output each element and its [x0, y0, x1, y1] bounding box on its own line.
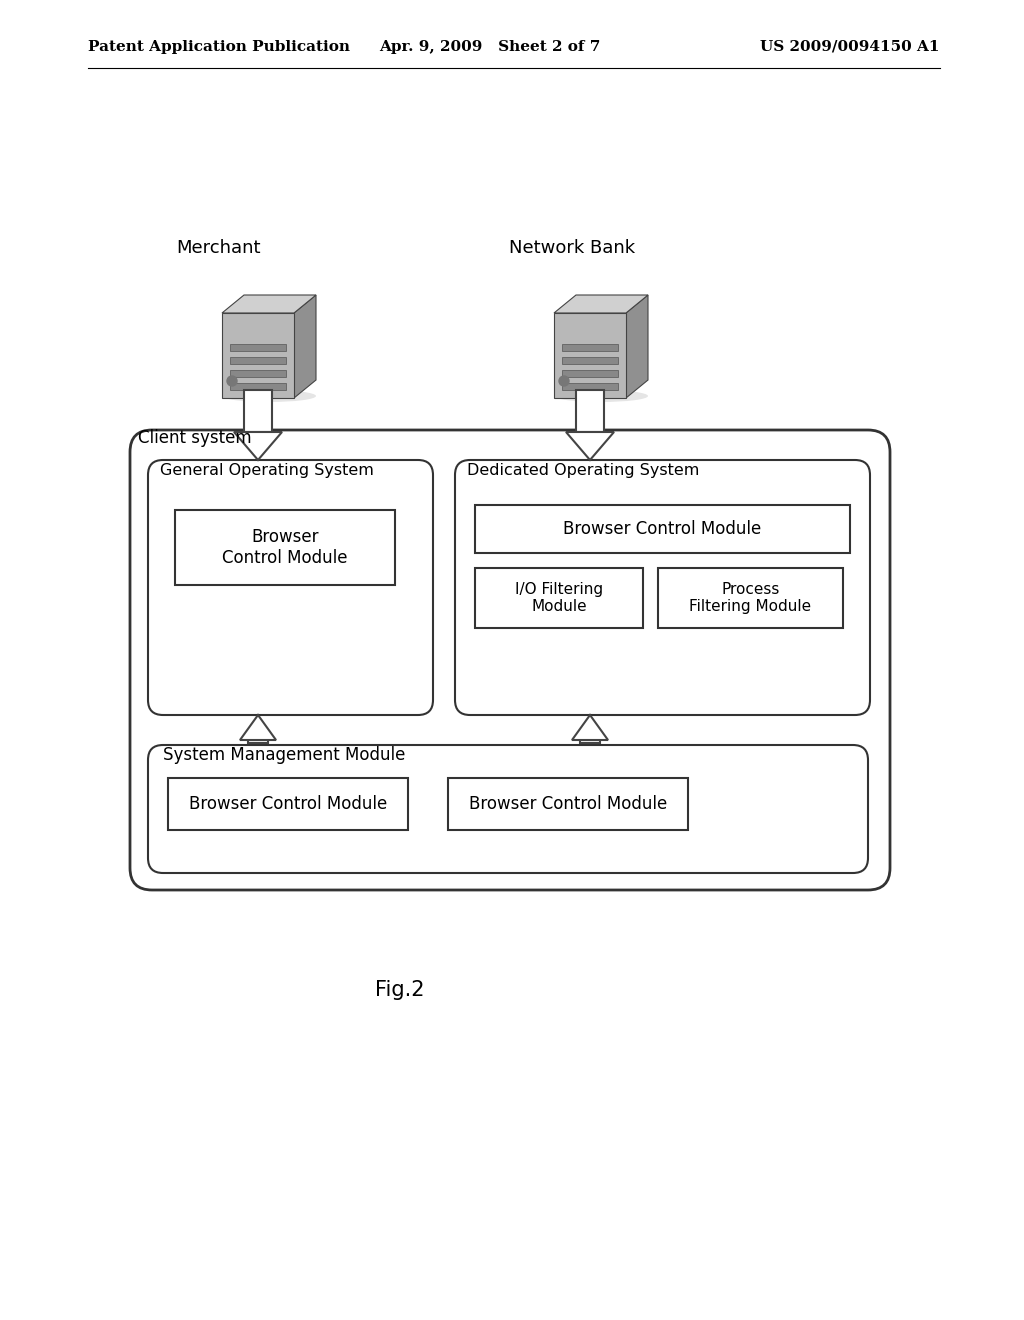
Text: Browser Control Module: Browser Control Module [188, 795, 387, 813]
Text: Dedicated Operating System: Dedicated Operating System [467, 462, 699, 478]
Polygon shape [626, 294, 648, 399]
Text: Merchant: Merchant [176, 239, 260, 257]
Text: I/O Filtering
Module: I/O Filtering Module [515, 582, 603, 614]
Bar [175, 510, 395, 585]
Polygon shape [240, 715, 276, 741]
Bar [449, 777, 688, 830]
Bar [562, 345, 618, 351]
Polygon shape [554, 294, 648, 313]
Bar [475, 568, 643, 628]
Text: Browser
Control Module: Browser Control Module [222, 528, 348, 566]
Bar [475, 506, 850, 553]
FancyBboxPatch shape [148, 744, 868, 873]
Polygon shape [294, 294, 316, 399]
Circle shape [559, 376, 569, 385]
Text: Patent Application Publication: Patent Application Publication [88, 40, 350, 54]
Text: Client system: Client system [138, 429, 252, 447]
Bar [562, 370, 618, 378]
Polygon shape [222, 294, 316, 313]
Text: Process
Filtering Module: Process Filtering Module [689, 582, 812, 614]
Text: General Operating System: General Operating System [160, 462, 374, 478]
Bar [658, 568, 843, 628]
Bar [562, 358, 618, 364]
FancyBboxPatch shape [455, 459, 870, 715]
Ellipse shape [554, 389, 648, 403]
FancyBboxPatch shape [148, 459, 433, 715]
Polygon shape [572, 715, 608, 741]
Bar [244, 389, 272, 432]
Bar [575, 389, 604, 432]
Bar [230, 370, 286, 378]
Bar [554, 313, 626, 399]
Bar [248, 741, 268, 743]
Bar [230, 345, 286, 351]
Text: Browser Control Module: Browser Control Module [469, 795, 667, 813]
FancyBboxPatch shape [130, 430, 890, 890]
Bar [222, 313, 294, 399]
Bar [580, 741, 600, 743]
Text: System Management Module: System Management Module [163, 746, 406, 764]
Ellipse shape [222, 389, 316, 403]
Polygon shape [566, 432, 614, 459]
Bar [230, 358, 286, 364]
Circle shape [227, 376, 237, 385]
Polygon shape [234, 432, 282, 459]
Bar [562, 383, 618, 391]
Bar [168, 777, 408, 830]
Bar [230, 383, 286, 391]
Text: Apr. 9, 2009   Sheet 2 of 7: Apr. 9, 2009 Sheet 2 of 7 [379, 40, 601, 54]
Text: Network Bank: Network Bank [509, 239, 635, 257]
Text: US 2009/0094150 A1: US 2009/0094150 A1 [761, 40, 940, 54]
Text: Fig.2: Fig.2 [375, 979, 425, 1001]
Text: Browser Control Module: Browser Control Module [563, 520, 762, 539]
